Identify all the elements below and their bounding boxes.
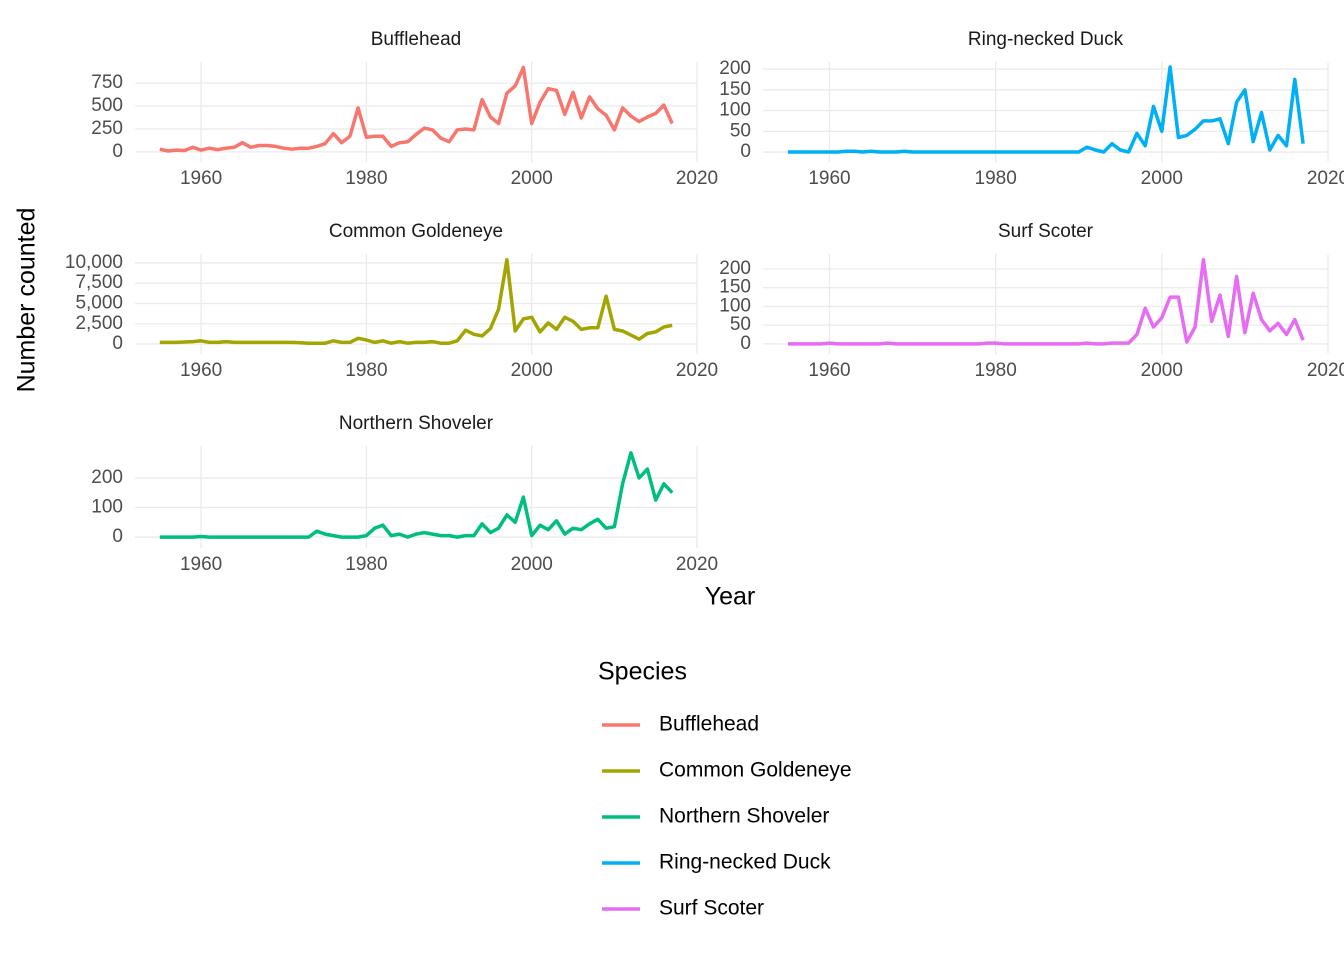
y-tick-label: 0 <box>112 333 123 354</box>
legend-label: Surf Scoter <box>659 897 764 920</box>
x-tick-label: 2000 <box>1141 360 1183 381</box>
facet-title: Surf Scoter <box>998 221 1094 242</box>
legend-label: Ring-necked Duck <box>659 851 831 874</box>
line <box>159 257 673 345</box>
x-tick-label: 1980 <box>345 168 387 189</box>
x-tick-label: 1960 <box>808 168 850 189</box>
y-tick-label: 7,500 <box>75 272 123 293</box>
x-tick-label: 2020 <box>1307 168 1344 189</box>
y-tick-label: 250 <box>91 118 123 139</box>
y-tick-label: 5,000 <box>75 292 123 313</box>
x-tick-label: 2020 <box>676 554 718 575</box>
x-tick-label: 2000 <box>511 360 553 381</box>
line <box>787 65 1305 154</box>
y-tick-label: 150 <box>719 79 751 100</box>
line <box>159 451 674 539</box>
legend-label: Bufflehead <box>659 713 759 736</box>
x-tick-label: 1980 <box>345 554 387 575</box>
x-tick-label: 2020 <box>676 360 718 381</box>
y-tick-label: 200 <box>91 467 123 488</box>
y-tick-label: 500 <box>91 95 123 116</box>
y-tick-label: 0 <box>740 141 751 162</box>
line <box>787 257 1305 346</box>
x-axis-title: Year <box>705 583 756 611</box>
y-tick-label: 50 <box>730 314 751 335</box>
x-tick-label: 2020 <box>1307 360 1344 381</box>
y-tick-label: 0 <box>112 141 123 162</box>
x-tick-label: 2000 <box>511 168 553 189</box>
y-tick-label: 200 <box>719 258 751 279</box>
line <box>159 65 674 153</box>
y-tick-label: 0 <box>112 526 123 547</box>
facet-title: Ring-necked Duck <box>968 29 1124 50</box>
y-tick-label: 0 <box>740 333 751 354</box>
y-tick-label: 100 <box>719 295 751 316</box>
facet-title: Bufflehead <box>371 29 462 50</box>
x-tick-label: 1980 <box>975 360 1017 381</box>
x-tick-label: 1980 <box>345 360 387 381</box>
legend-title: Species <box>598 658 687 686</box>
y-axis-title: Number counted <box>13 208 41 393</box>
y-tick-label: 150 <box>719 277 751 298</box>
y-tick-label: 50 <box>730 120 751 141</box>
legend-label: Northern Shoveler <box>659 805 829 828</box>
y-tick-label: 200 <box>719 58 751 79</box>
y-tick-label: 100 <box>91 497 123 518</box>
x-tick-label: 1960 <box>180 360 222 381</box>
x-tick-label: 1960 <box>808 360 850 381</box>
y-tick-label: 100 <box>719 100 751 121</box>
x-tick-label: 2020 <box>676 168 718 189</box>
y-tick-label: 2,500 <box>75 313 123 334</box>
y-tick-label: 750 <box>91 72 123 93</box>
x-tick-label: 2000 <box>511 554 553 575</box>
x-tick-label: 1980 <box>975 168 1017 189</box>
facet-title: Common Goldeneye <box>329 221 503 242</box>
x-tick-label: 1960 <box>180 168 222 189</box>
y-tick-label: 10,000 <box>65 252 123 273</box>
facet-title: Northern Shoveler <box>339 413 494 434</box>
legend-label: Common Goldeneye <box>659 759 852 782</box>
x-tick-label: 1960 <box>180 554 222 575</box>
x-tick-label: 2000 <box>1141 168 1183 189</box>
